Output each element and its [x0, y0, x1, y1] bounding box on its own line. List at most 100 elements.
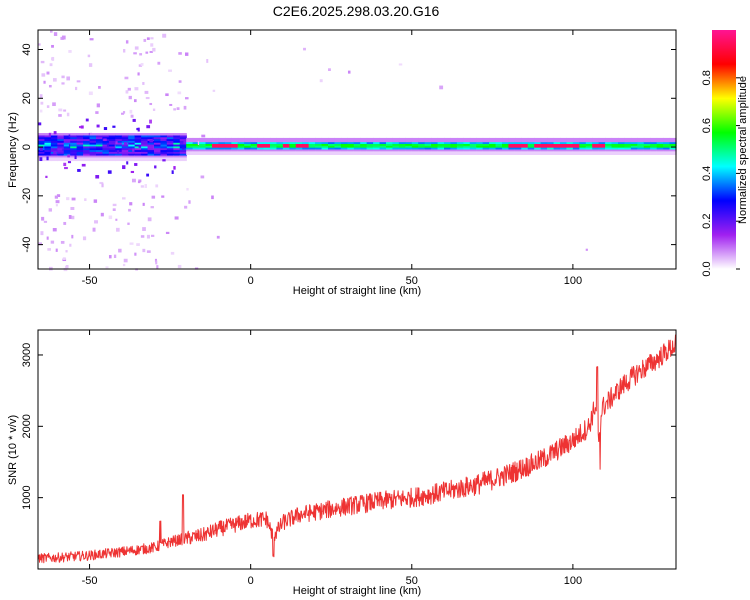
spectrogram-noise-cell — [65, 265, 69, 268]
spectrogram-cell — [160, 149, 168, 152]
spectrogram-cell — [154, 154, 162, 158]
spectrogram-cell — [50, 136, 58, 140]
spectrogram-noise-cell — [155, 260, 158, 265]
spectrogram-noise-cell — [154, 165, 157, 169]
spectrogram-cell — [134, 142, 142, 145]
spectrogram-cell — [128, 153, 136, 156]
spectrogram-cell — [102, 145, 110, 149]
spectrogram-noise-cell — [145, 51, 149, 54]
spectrogram-cell — [38, 136, 46, 140]
spectrogram-noise-cell — [40, 231, 44, 236]
spectrogram-cell — [411, 148, 419, 152]
spectrogram-noise-cell — [54, 195, 58, 199]
snr-ytick-label: 1000 — [21, 485, 33, 509]
spectrogram-noise-cell — [149, 102, 153, 106]
spectrogram-cell — [289, 141, 297, 145]
spectrogram-cell — [115, 136, 123, 140]
spectrogram-cell — [463, 139, 471, 143]
spectrogram-cell — [115, 144, 123, 147]
spectrogram-cell — [547, 152, 555, 155]
spectrogram-cell — [424, 150, 432, 154]
spectrogram-cell — [134, 145, 142, 149]
spectrogram-cell — [263, 137, 271, 141]
spectrogram-cell — [450, 141, 458, 145]
spectrogram-cell — [605, 148, 613, 152]
spectrogram-cell — [121, 133, 129, 136]
spectrogram-noise-cell — [64, 166, 68, 170]
spectrogram-cell — [186, 137, 194, 141]
spectrogram-noise-cell — [55, 200, 60, 204]
spectrogram-cell — [630, 152, 638, 155]
spectrogram-cell — [637, 145, 645, 148]
spectrogram-cell — [592, 150, 600, 154]
spectrogram-cell — [57, 138, 65, 141]
spectrogram-noise-cell — [169, 103, 173, 106]
spectrogram-cell — [199, 150, 207, 154]
spectrogram-noise-cell — [134, 163, 138, 166]
spectrogram-cell — [624, 147, 632, 150]
spectrogram-noise-cell — [157, 61, 161, 65]
spectrogram-cell — [115, 142, 123, 145]
spectrogram-cell — [379, 150, 387, 154]
spectrogram-cell — [482, 143, 490, 146]
spectrogram-cell — [96, 142, 104, 145]
spectrogram-noise-cell — [132, 118, 136, 122]
spectrogram-cell — [115, 134, 123, 138]
spectrogram-cell — [134, 151, 142, 154]
spectrogram-cell — [328, 143, 336, 146]
colorbar: 0.0 0.2 0.4 0.6 0.8 Normalized spectral ampl… — [701, 30, 749, 277]
spectrogram-noise-cell — [61, 75, 65, 79]
spectrogram-cell — [192, 139, 200, 143]
spectrogram-cell — [102, 147, 110, 151]
spectrogram-cell — [83, 144, 91, 147]
spectrogram-cell — [173, 154, 181, 158]
spectrogram-cell — [527, 147, 535, 150]
spectrogram-cell — [386, 141, 394, 145]
spectrogram-noise-cell — [181, 147, 185, 150]
spectrogram-cell — [218, 143, 226, 146]
spectrogram-cell — [669, 150, 677, 154]
spectrogram-cell — [618, 139, 626, 143]
spectrogram-cell — [572, 147, 580, 150]
spectrogram-cell — [302, 137, 310, 141]
spectrogram-cell — [115, 145, 123, 149]
spectrogram-cell — [128, 151, 136, 154]
spectrogram-noise-cell — [127, 222, 130, 225]
spectrogram-cell — [456, 152, 464, 155]
spectrogram-cell — [179, 134, 187, 138]
spectrogram-cell — [605, 143, 613, 146]
spectrogram-cell — [521, 145, 529, 148]
spectrogram-noise-cell — [150, 206, 154, 209]
snr-panel: -50 0 50 100 1000 2000 3000 Height of straight… — [7, 329, 677, 597]
spectrogram-cell — [579, 145, 587, 148]
spectrogram-cell — [618, 141, 626, 145]
spectrogram-cell — [212, 137, 220, 141]
spectrogram-cell — [63, 144, 71, 147]
spectrogram-noise-cell — [48, 208, 52, 212]
spectrogram-cell — [353, 139, 361, 143]
spectrogram-cell — [76, 153, 84, 156]
spectrogram-cell — [373, 152, 381, 155]
spectrogram-noise-cell — [68, 215, 72, 219]
spectrogram-cell — [366, 137, 374, 141]
spectrogram-cell — [128, 154, 136, 158]
spectrogram-cell — [76, 147, 84, 151]
spectrogram-cell — [340, 137, 348, 141]
spectrogram-cell — [76, 156, 84, 160]
spectrogram-cell — [38, 133, 46, 136]
spectrogram-cell — [630, 143, 638, 146]
spectrogram-cell — [553, 152, 561, 155]
spectrogram-cell — [411, 139, 419, 143]
spectrogram-noise-cell — [116, 227, 120, 232]
spectrogram-cell — [592, 148, 600, 152]
spectrogram-cell — [173, 145, 181, 149]
spectrogram-noise-cell — [144, 184, 147, 188]
spectrogram-noise-cell — [108, 215, 113, 220]
spectrogram-cell — [534, 152, 542, 155]
spectrogram-cell — [192, 143, 200, 146]
spectrogram-cell — [379, 148, 387, 152]
spectrogram-cell — [289, 152, 297, 155]
spectrogram-cell — [179, 153, 187, 156]
spectrogram-cell — [212, 150, 220, 154]
spectrogram-cell — [102, 149, 110, 152]
